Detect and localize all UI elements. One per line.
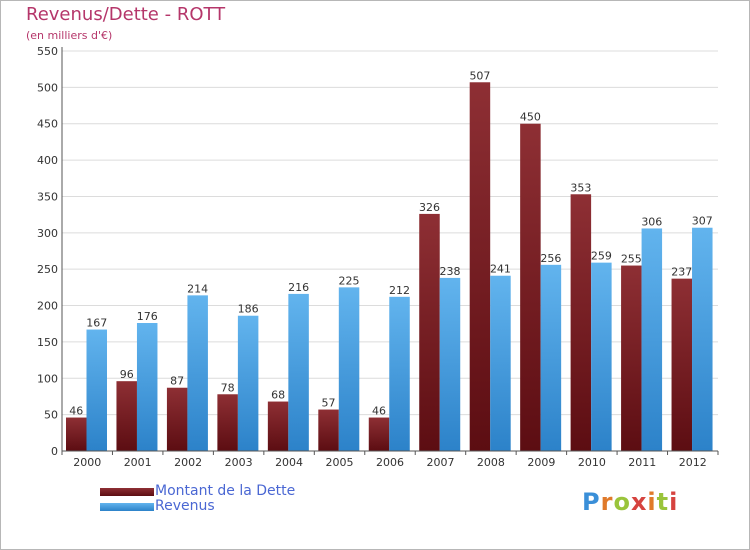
bar-debt [469,82,491,451]
x-tick-label: 2002 [174,456,202,469]
data-label: 96 [120,368,134,381]
data-label: 186 [238,303,259,316]
x-tick-label: 2008 [477,456,505,469]
chart-title: Revenus/Dette - ROTT [26,4,226,25]
bar-debt [318,409,339,451]
bar-debt [671,278,693,451]
y-tick-label: 550 [37,45,58,58]
data-label: 326 [419,201,440,214]
bar-revenus [490,275,511,451]
y-tick-label: 200 [37,300,58,313]
bar-debt [368,417,390,451]
bar-debt [570,194,592,452]
data-label: 237 [671,266,692,279]
data-label: 176 [137,310,158,323]
data-label: 46 [69,405,83,418]
x-tick-label: 2004 [275,456,303,469]
y-axis-ticks: 0 50 100 150 200 250 300 350 400 450 500 550 [37,45,58,458]
bar-debt [419,213,440,451]
bar-revenus [288,293,309,451]
y-tick-label: 50 [44,409,58,422]
bar-debt [621,265,642,451]
legend-swatch-revenus [100,503,154,511]
data-label: 167 [86,317,107,330]
data-label: 68 [271,389,285,402]
bars-group [66,82,713,452]
bar-revenus [187,295,208,451]
bar-revenus [692,227,713,451]
data-label: 259 [591,250,612,263]
x-tick-label: 2012 [679,456,707,469]
bar-debt [217,394,238,451]
data-label: 87 [170,375,184,388]
y-tick-label: 350 [37,190,58,203]
bar-revenus [439,277,461,451]
data-label: 46 [372,405,386,418]
x-tick-label: 2006 [376,456,404,469]
bar-revenus [136,323,158,451]
y-tick-label: 250 [37,263,58,276]
bar-debt [66,417,87,451]
bar-revenus [540,264,562,451]
data-label: 507 [469,69,490,82]
data-label: 306 [641,215,662,228]
axes [61,47,718,452]
bar-debt [116,381,137,451]
legend-label-debt: Montant de la Dette [155,483,296,499]
x-tick-label: 2007 [426,456,454,469]
data-label: 450 [520,111,541,124]
x-tick-label: 2000 [73,456,101,469]
x-tick-label: 2011 [628,456,656,469]
bar-revenus [237,315,259,451]
data-label: 78 [221,381,235,394]
bar-revenus [591,262,612,451]
bar-revenus [389,296,410,451]
data-label: 216 [288,281,309,294]
y-tick-label: 450 [37,118,58,131]
x-tick-label: 2001 [124,456,152,469]
x-tick-label: 2010 [578,456,606,469]
y-tick-label: 500 [37,81,58,94]
data-label: 238 [439,265,460,278]
proxiti-logo: Proxiti [582,488,679,516]
legend-swatch-debt [100,488,154,496]
y-tick-label: 400 [37,154,58,167]
x-tick-label: 2009 [527,456,555,469]
data-label: 225 [339,274,360,287]
data-label: 241 [490,263,511,276]
x-tick-label: 2003 [225,456,253,469]
bar-debt [267,401,289,451]
x-axis-ticks: 2000 2001 2002 2003 2004 2005 2006 2007 2008 2009… [61,451,719,469]
data-label: 353 [570,181,591,194]
data-labels: 46 167 96 176 87 214 78 186 68 216 57 225 46 212 326 23… [69,69,713,417]
y-tick-label: 100 [37,372,58,385]
data-label: 255 [621,253,642,266]
data-label: 57 [322,397,336,410]
bar-debt [520,123,541,452]
y-tick-label: 0 [51,445,58,458]
y-tick-label: 300 [37,227,58,240]
y-tick-label: 150 [37,336,58,349]
bar-revenus [641,228,663,451]
bar-debt [166,387,188,451]
chart-subtitle: (en milliers d'€) [26,29,113,42]
data-label: 307 [692,215,713,228]
data-label: 214 [187,282,208,295]
x-tick-label: 2005 [326,456,354,469]
bar-revenus [86,329,107,451]
bar-revenus [338,287,360,451]
legend-label-revenus: Revenus [155,498,215,514]
data-label: 256 [540,252,561,265]
data-label: 212 [389,284,410,297]
